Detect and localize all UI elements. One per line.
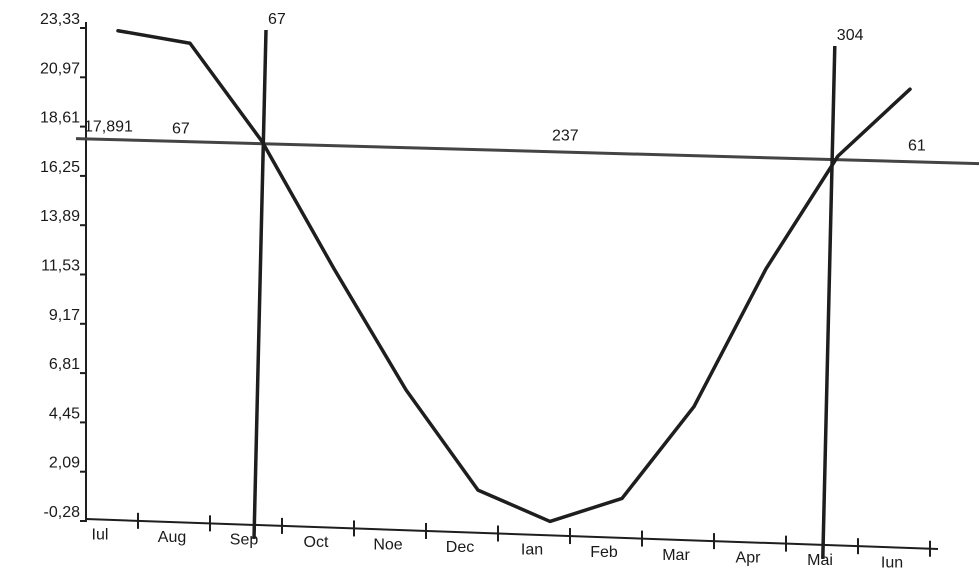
x-tick-label: Aug [158, 529, 186, 546]
y-tick-label: 16,25 [40, 159, 80, 176]
x-axis-ticks: Iul Aug Sep Oct Noe Dec Ian Feb Mar Apr Mai Iun [92, 512, 931, 569]
x-tick-label: Apr [736, 549, 762, 566]
y-tick-label: 18,61 [40, 110, 80, 127]
y-tick-label: 9,17 [49, 307, 80, 324]
y-axis-ticks: 23,33 20,97 18,61 16,25 13,89 11,53 9,17 6,81 4,… [40, 11, 86, 522]
y-tick-label: 23,33 [40, 11, 80, 28]
x-tick-label: Mai [807, 552, 833, 569]
x-tick-label: Mar [662, 547, 690, 564]
y-tick-label: -0,28 [44, 504, 81, 521]
x-tick-label: Noe [373, 537, 402, 554]
x-tick-label: Feb [590, 544, 618, 561]
x-tick-label: Iul [92, 526, 109, 543]
series-point [548, 519, 552, 523]
x-tick-label: Oct [304, 534, 329, 551]
crossing-line [821, 45, 837, 559]
series-point [620, 496, 624, 500]
series-point [836, 154, 840, 158]
series-point [764, 267, 768, 271]
x-axis-line [85, 518, 939, 550]
x-tick-label: Ian [521, 542, 543, 559]
crossing-line [252, 29, 268, 539]
y-tick-label: 11,53 [41, 258, 80, 275]
x-tick-label: Iun [881, 554, 903, 569]
series-point [908, 87, 912, 91]
chart-axes [85, 22, 939, 550]
y-tick-label: 2,09 [49, 455, 80, 472]
crossing-label: 67 [268, 11, 286, 28]
series-point [116, 29, 120, 33]
series-point [404, 388, 408, 392]
x-tick-label: Sep [230, 532, 259, 549]
series-point [476, 488, 480, 492]
annotations-layer: 17,891 67 304 67 237 61 [84, 11, 926, 155]
y-tick-label: 4,45 [49, 405, 80, 422]
threshold-line [75, 137, 979, 166]
x-tick-label: Dec [446, 539, 474, 556]
y-tick-label: 20,97 [40, 60, 80, 77]
segment-label-left: 67 [172, 121, 190, 138]
crossing-label: 304 [837, 27, 864, 44]
segment-label-right: 61 [908, 138, 926, 155]
y-tick-label: 6,81 [49, 356, 80, 373]
series-layer [75, 28, 979, 559]
y-tick-label: 13,89 [40, 208, 80, 225]
series-line [116, 28, 912, 524]
series-point [332, 267, 336, 271]
segment-label-middle: 237 [552, 128, 579, 145]
threshold-label: 17,891 [84, 119, 133, 136]
series-point [692, 405, 696, 409]
series-point [188, 41, 192, 45]
